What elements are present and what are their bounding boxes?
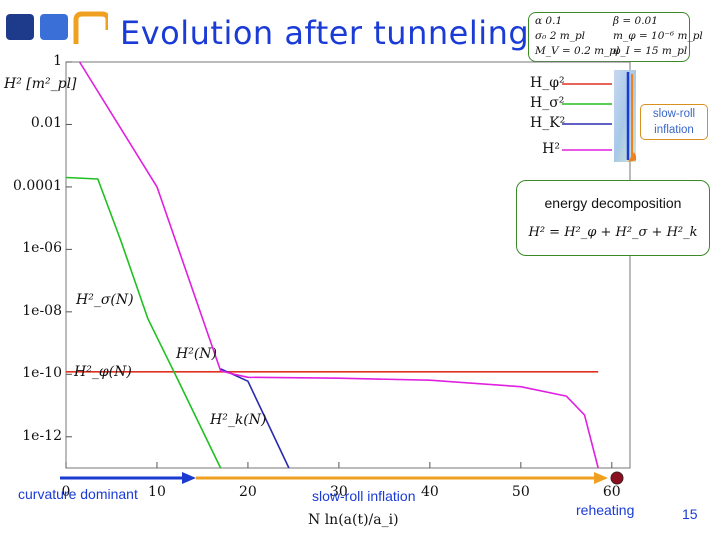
legend-label: H² [542, 141, 560, 157]
y-tick-label: 1e-06 [22, 240, 62, 257]
x-tick-label: 50 [511, 484, 530, 500]
x-tick-label: 30 [329, 484, 348, 500]
logo-block-blue [40, 14, 68, 40]
plot-frame [65, 61, 631, 469]
x-tick-label: 20 [239, 484, 257, 500]
legend-label: H_σ² [530, 95, 565, 111]
reheating-dot [610, 471, 624, 485]
curve-label-hsigma: H²_σ(N) [76, 292, 134, 308]
y-axis-label: H² [m²_pl] [4, 76, 77, 92]
phase-arrows [60, 471, 624, 485]
y-tick-label: 0.0001 [13, 177, 62, 194]
slow-roll-line2: inflation [654, 124, 694, 136]
energy-decomposition-callout: energy decomposition H² = H²_φ + H²_σ + … [516, 180, 710, 256]
logo-arch [73, 11, 108, 44]
slow-roll-arrow-head [594, 472, 608, 484]
curve-label-hphi: H²_φ(N) [74, 364, 132, 380]
y-tick-label: 1e-08 [22, 302, 62, 319]
param-mphi: m_φ = 10⁻⁶ m_pl [613, 30, 703, 42]
logo-block-dark [6, 14, 34, 40]
curvature-arrow-head [182, 472, 196, 484]
y-tick-label: 0.01 [30, 115, 62, 132]
x-tick-label: 40 [420, 484, 439, 500]
y-tick-label: 1 [53, 53, 62, 69]
series-line-3 [78, 61, 599, 469]
page-number: 15 [682, 506, 698, 522]
param-beta: β = 0.01 [613, 15, 658, 27]
curve-label-h2: H²(N) [176, 346, 217, 362]
inset-background [614, 70, 636, 162]
n-definition: N ln(a(t)/a_i) [308, 512, 399, 528]
y-tick-label: 1e-12 [22, 427, 62, 444]
slow-roll-inflation-label: slow-roll inflation [312, 488, 416, 504]
x-tick-label: 10 [148, 484, 166, 500]
curvature-dominant-label: curvature dominant [18, 486, 138, 502]
energy-label: energy decomposition [544, 195, 682, 211]
param-mv: M_V = 0.2 m_pl [535, 45, 620, 57]
legend-label: H_φ² [530, 75, 565, 91]
x-tick-label: 60 [602, 484, 621, 500]
slide-title: Evolution after tunneling [120, 14, 530, 52]
energy-equation: H² = H²_φ + H²_σ + H²_k [528, 225, 698, 240]
inset-arrow-head [628, 152, 636, 162]
series-line-1 [65, 176, 222, 469]
legend-label: H_K² [530, 115, 566, 131]
param-phi-i: φ_I = 15 m_pl [613, 45, 688, 57]
logo-icon [6, 11, 108, 44]
inset-potential-image [614, 70, 636, 162]
curve-label-hk: H²_k(N) [210, 412, 267, 428]
param-sigma0: σ₀ 2 m_pl [535, 30, 586, 42]
y-tick-label: 1e-10 [22, 365, 62, 382]
param-alpha: α 0.1 [535, 15, 563, 27]
reheating-label: reheating [576, 502, 635, 518]
slow-roll-callout: slow-roll inflation [640, 104, 708, 140]
x-tick-label: 0 [61, 484, 71, 500]
slow-roll-line1: slow-roll [652, 108, 696, 120]
